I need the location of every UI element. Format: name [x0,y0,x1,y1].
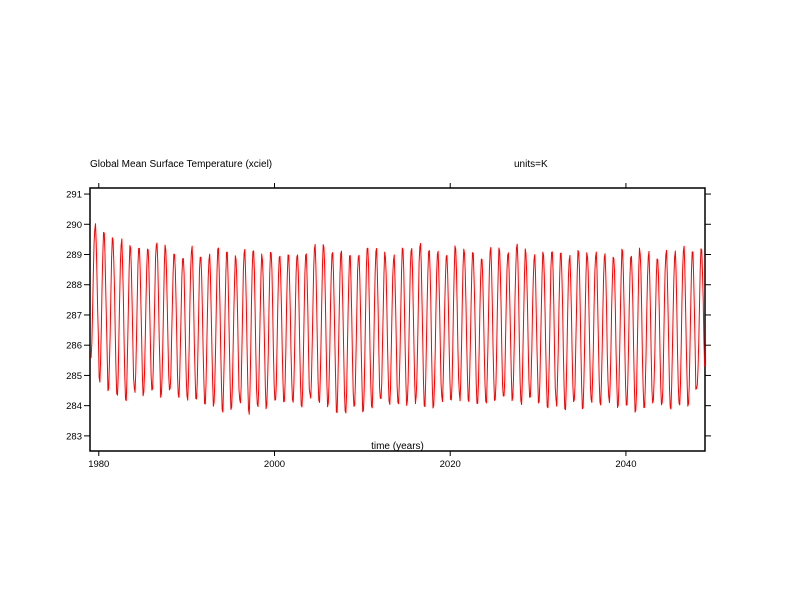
x-tick-label: 1980 [88,459,109,470]
x-tick-label: 2020 [440,459,461,470]
y-tick-label: 291 [66,190,82,201]
chart-title: Global Mean Surface Temperature (xciel) [90,159,272,170]
series-line [90,223,706,415]
y-tick-label: 288 [66,280,82,291]
y-tick-label: 289 [66,250,82,261]
axis-ticks: 283 284 285 286 287 288 289 290 291 1980 2000 2020 2… [66,183,711,470]
x-axis-label: time (years) [371,441,424,452]
y-tick-label: 290 [66,220,82,231]
y-tick-label: 286 [66,341,82,352]
units-label: units=K [514,159,548,170]
y-tick-label: 284 [66,401,82,412]
y-tick-label: 287 [66,310,82,321]
y-tick-label: 283 [66,431,82,442]
x-tick-label: 2040 [615,459,636,470]
x-tick-label: 2000 [264,459,285,470]
y-tick-label: 285 [66,371,82,382]
plot-frame [89,187,706,452]
series-group [90,223,706,415]
